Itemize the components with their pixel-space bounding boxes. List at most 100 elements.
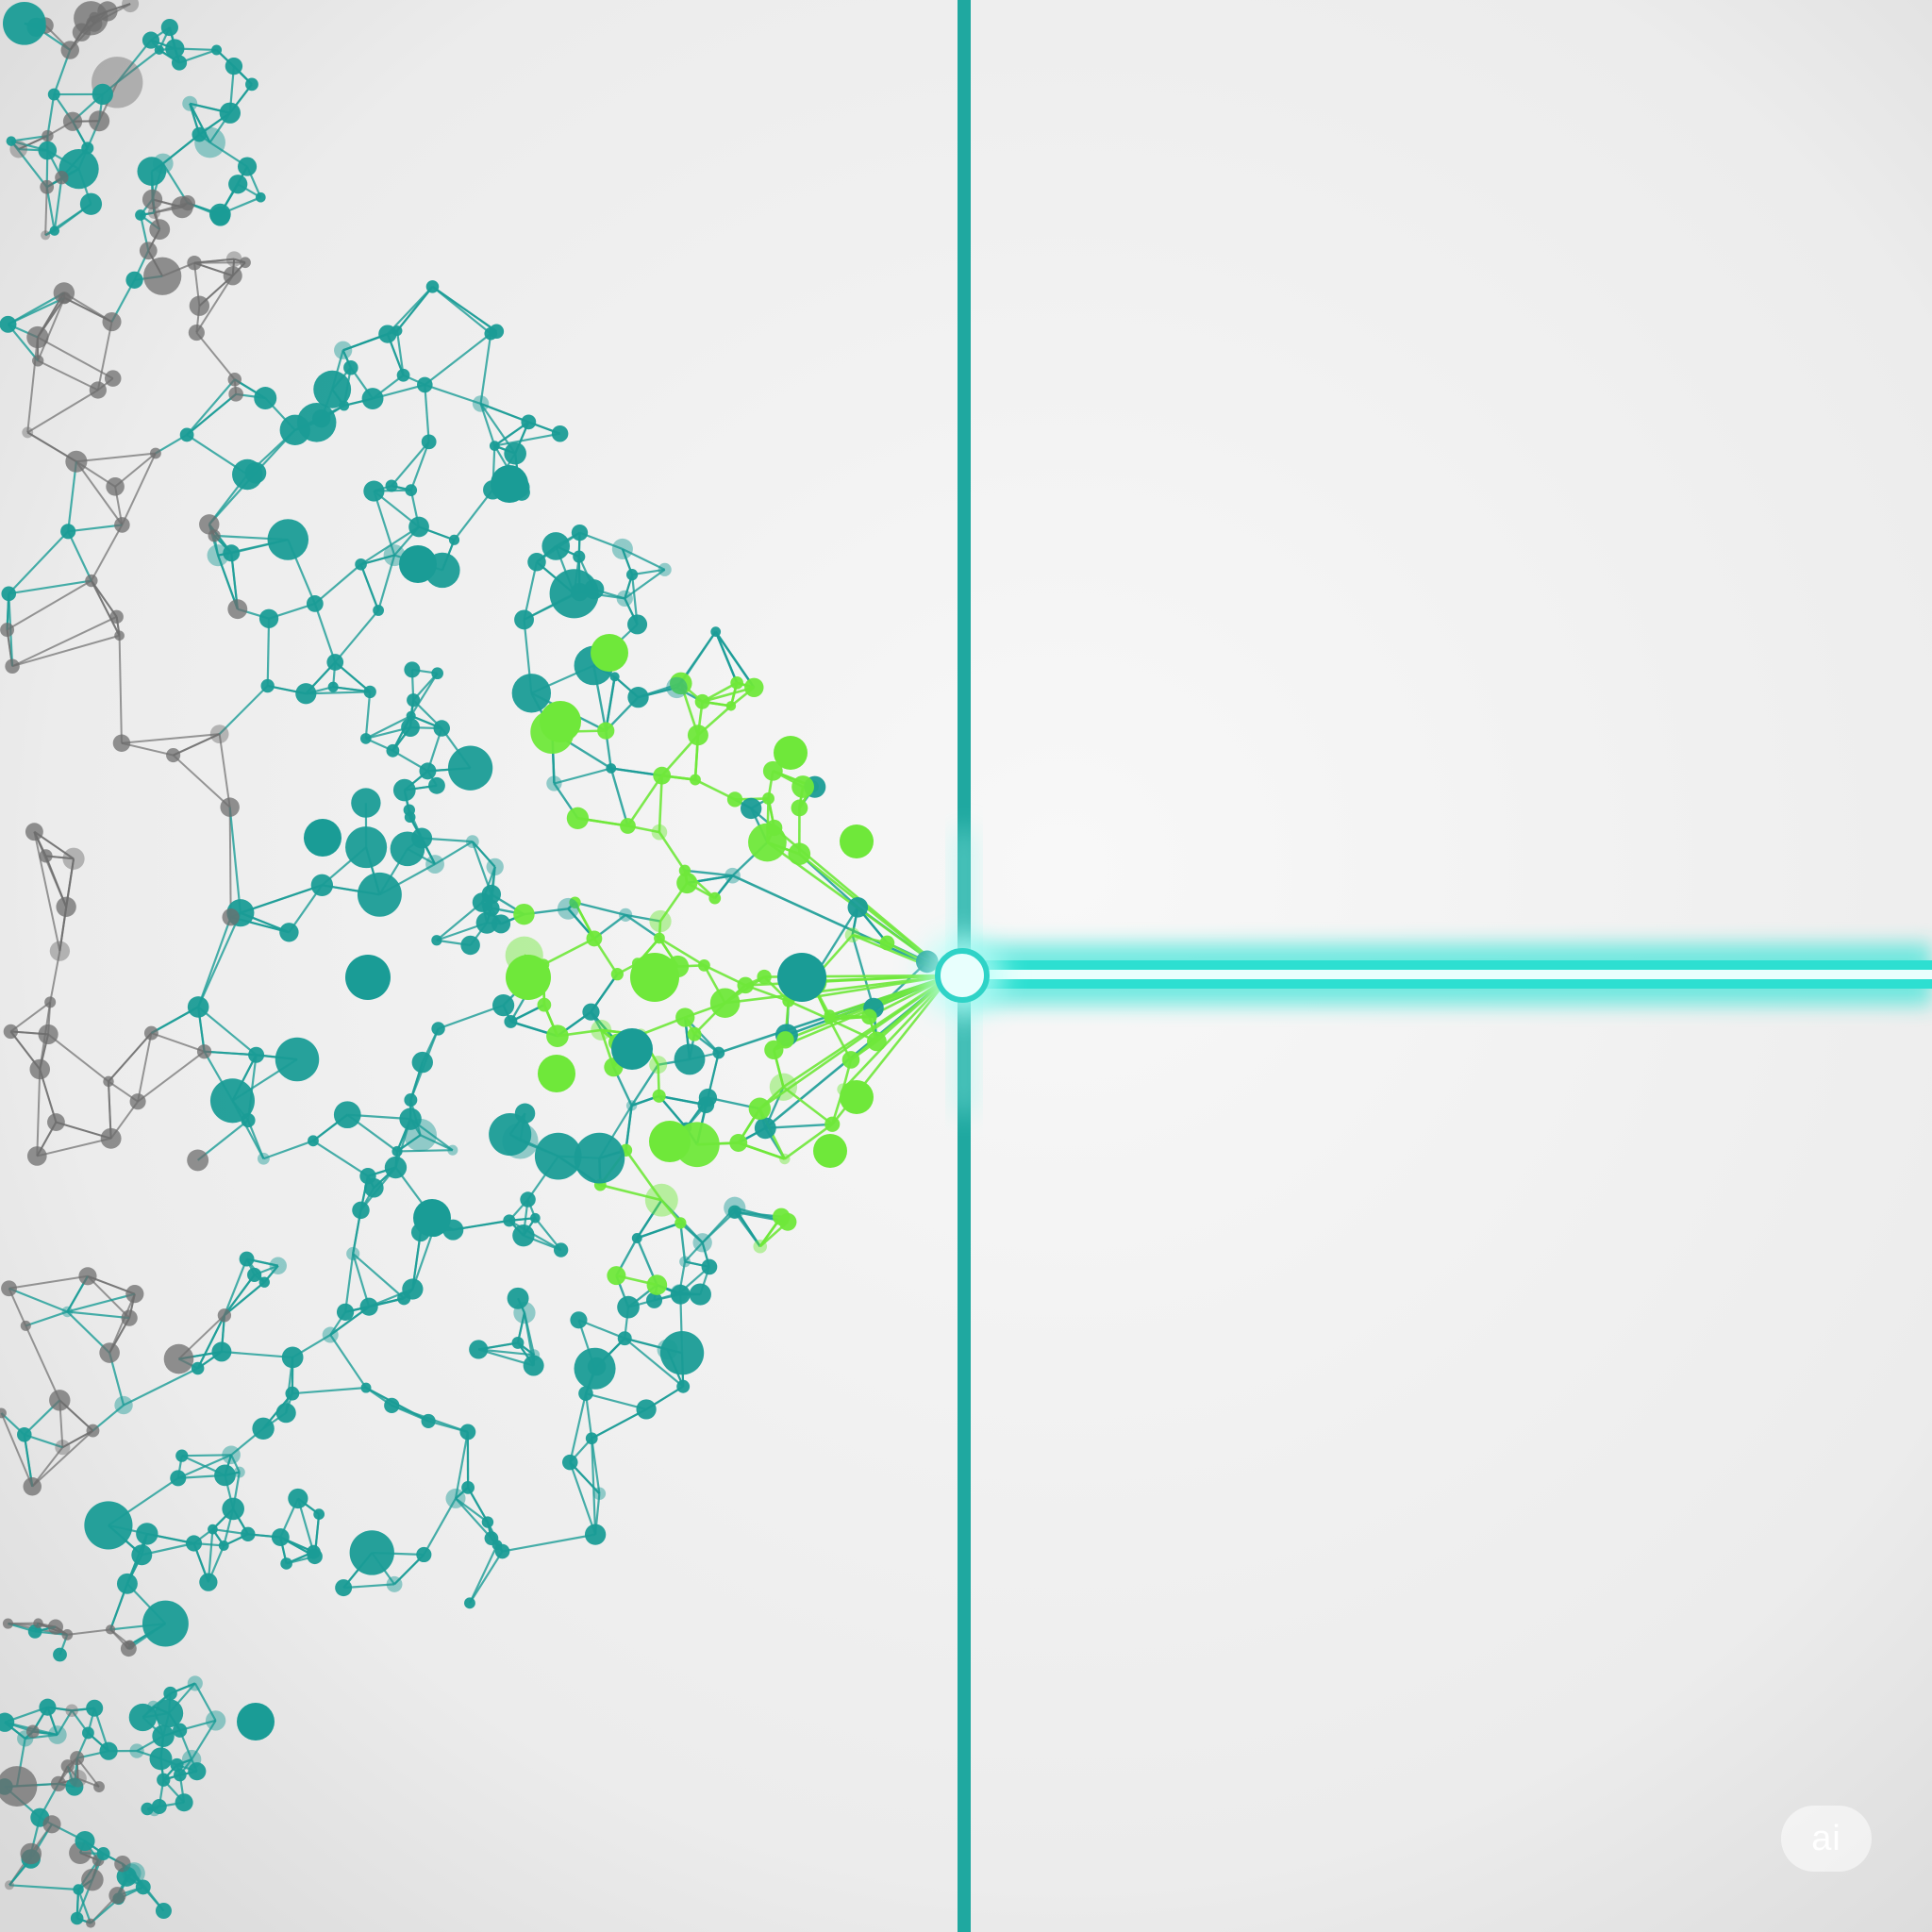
network-edge	[585, 1392, 647, 1411]
network-node	[489, 441, 500, 451]
network-edge	[542, 937, 595, 966]
network-node	[135, 209, 146, 221]
network-edge	[343, 1583, 395, 1590]
network-edge	[630, 1064, 659, 1107]
network-node	[334, 341, 353, 359]
network-node	[459, 1424, 476, 1441]
network-node	[40, 179, 55, 194]
watermark-text: ai	[1811, 1818, 1841, 1858]
network-edge	[431, 285, 497, 333]
network-node	[47, 1619, 64, 1635]
network-node	[636, 1399, 657, 1420]
network-edge	[636, 1199, 663, 1240]
network-node	[114, 517, 130, 533]
network-node	[100, 1127, 122, 1149]
network-node	[651, 824, 668, 841]
network-edge	[313, 603, 337, 663]
network-node	[143, 1025, 158, 1041]
network-node	[147, 206, 160, 219]
network-node	[222, 1497, 244, 1521]
network-node	[464, 1597, 475, 1609]
network-hub-node	[237, 1703, 275, 1740]
network-node	[248, 1046, 265, 1063]
network-edge	[0, 1412, 34, 1488]
network-edge	[782, 1086, 834, 1125]
network-node	[687, 724, 708, 746]
network-node	[1, 1280, 17, 1297]
network-edge	[731, 874, 952, 977]
network-node	[123, 1862, 145, 1885]
network-edge	[397, 1149, 453, 1153]
network-edge	[436, 901, 483, 941]
network-node	[62, 847, 85, 870]
network-node	[50, 1775, 67, 1791]
network-node	[306, 595, 324, 612]
network-node	[154, 44, 164, 56]
network-node	[188, 1762, 207, 1781]
network-edge	[172, 754, 231, 808]
network-edge	[334, 609, 379, 663]
network-edge	[609, 768, 629, 826]
network-node	[208, 203, 231, 225]
network-node	[196, 1044, 212, 1059]
network-node	[385, 479, 398, 492]
network-node	[710, 626, 722, 637]
network-node	[49, 225, 60, 236]
network-node	[62, 111, 83, 131]
network-edge	[467, 1487, 489, 1524]
network-node	[363, 685, 376, 699]
network-edge	[56, 1709, 74, 1736]
network-hub-node	[591, 634, 628, 672]
network-node	[689, 1283, 711, 1306]
network-edge	[469, 1550, 504, 1604]
network-edge	[8, 1287, 68, 1313]
network-node	[357, 872, 402, 917]
network-node	[585, 1432, 598, 1445]
network-edge	[724, 974, 952, 1005]
network-edge	[181, 1454, 232, 1457]
network-node	[49, 1390, 71, 1411]
network-node	[408, 516, 429, 538]
network-node	[38, 1024, 58, 1045]
network-node	[209, 724, 229, 743]
network-edge	[364, 691, 372, 739]
network-node	[447, 1144, 458, 1156]
network-node	[151, 1799, 167, 1814]
network-node	[39, 849, 53, 863]
network-node	[245, 77, 258, 92]
network-edge	[11, 634, 120, 668]
network-node	[47, 88, 60, 101]
network-node	[740, 797, 762, 820]
network-node	[153, 153, 174, 175]
network-node	[217, 1308, 232, 1323]
network-node	[411, 1051, 433, 1074]
network-node	[504, 1014, 518, 1028]
network-edge	[352, 1253, 405, 1300]
network-node	[491, 914, 511, 934]
network-edge	[108, 1293, 136, 1354]
network-node	[359, 1297, 378, 1316]
network-node	[271, 1528, 290, 1546]
network-edge	[591, 1438, 601, 1494]
network-nodes	[0, 0, 939, 1928]
network-node	[219, 102, 241, 124]
network-node	[70, 1911, 84, 1925]
network-node	[345, 826, 388, 869]
network-node	[86, 1918, 96, 1928]
network-edge	[409, 441, 430, 491]
network-edge	[765, 1123, 833, 1130]
network-node	[392, 778, 416, 802]
network-node	[275, 1403, 296, 1424]
network-node	[187, 255, 202, 271]
network-node	[486, 858, 504, 876]
network-node	[170, 1757, 184, 1772]
network-node	[421, 1413, 436, 1428]
network-node	[288, 1488, 308, 1509]
network-edge	[600, 1183, 662, 1202]
network-node	[135, 1879, 151, 1895]
network-node	[607, 1266, 626, 1286]
network-node	[727, 1205, 741, 1219]
network-node	[523, 1355, 544, 1376]
network-node	[171, 55, 188, 71]
network-node	[879, 935, 895, 951]
